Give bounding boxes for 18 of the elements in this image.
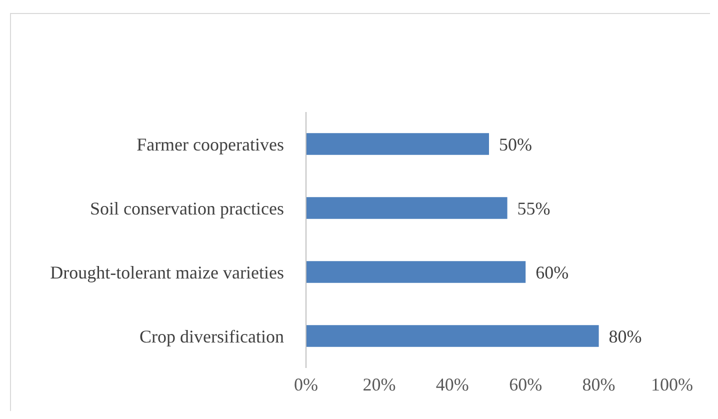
x-tick-label: 80% bbox=[582, 374, 616, 394]
bar bbox=[306, 133, 489, 155]
bar bbox=[306, 325, 599, 347]
bar bbox=[306, 197, 508, 219]
y-tick-label: Farmer cooperatives bbox=[136, 134, 284, 154]
data-label: 80% bbox=[608, 326, 642, 346]
x-tick-label: 40% bbox=[436, 374, 469, 394]
y-tick-label: Crop diversification bbox=[140, 326, 284, 346]
data-label: 50% bbox=[499, 134, 532, 154]
y-tick-label: Soil conservation practices bbox=[90, 198, 284, 218]
data-label: 60% bbox=[536, 262, 569, 282]
y-tick-label: Drought-tolerant maize varieties bbox=[50, 262, 284, 282]
data-label: 55% bbox=[517, 198, 550, 218]
x-tick-label: 0% bbox=[294, 374, 318, 394]
x-tick-label: 60% bbox=[509, 374, 542, 394]
x-tick-label: 100% bbox=[651, 374, 693, 394]
x-tick-label: 20% bbox=[362, 374, 396, 394]
bar bbox=[306, 261, 526, 283]
